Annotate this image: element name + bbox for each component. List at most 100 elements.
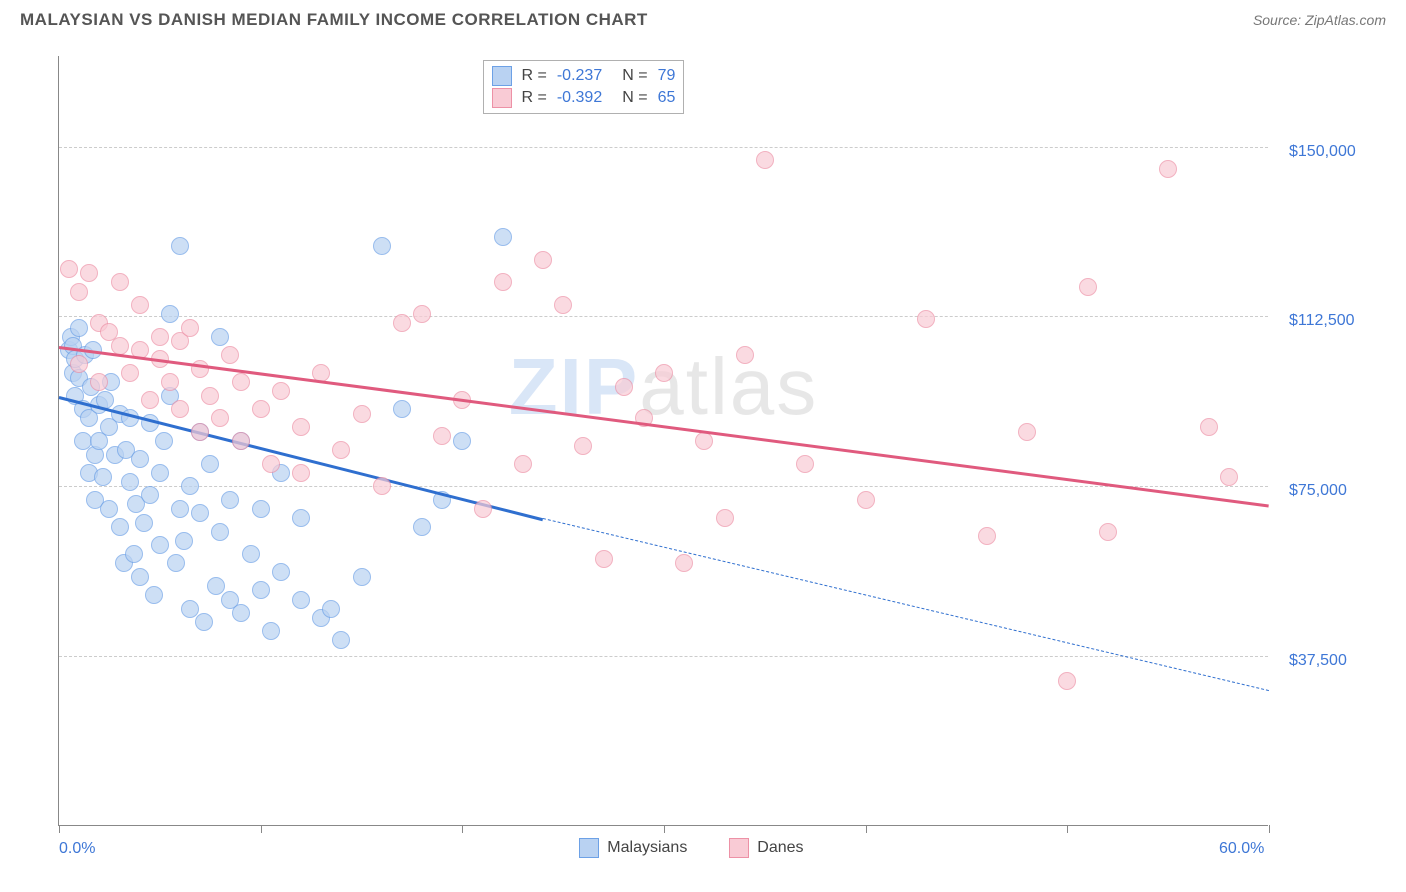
data-point — [125, 545, 143, 563]
data-point — [191, 360, 209, 378]
data-point — [322, 600, 340, 618]
r-label: R = — [522, 67, 547, 85]
data-point — [332, 631, 350, 649]
data-point — [1200, 418, 1218, 436]
data-point — [1220, 468, 1238, 486]
legend-swatch — [729, 838, 749, 858]
y-tick-label: $37,500 — [1289, 652, 1347, 670]
data-point — [161, 305, 179, 323]
data-point — [393, 314, 411, 332]
data-point — [655, 364, 673, 382]
data-point — [252, 400, 270, 418]
data-point — [695, 432, 713, 450]
y-tick-label: $75,000 — [1289, 482, 1347, 500]
data-point — [272, 382, 290, 400]
data-point — [433, 427, 451, 445]
data-point — [252, 581, 270, 599]
data-point — [595, 550, 613, 568]
x-tick — [1269, 825, 1270, 833]
data-point — [494, 228, 512, 246]
data-point — [151, 464, 169, 482]
data-point — [393, 400, 411, 418]
legend-swatch — [579, 838, 599, 858]
data-point — [1099, 523, 1117, 541]
data-point — [151, 536, 169, 554]
data-point — [736, 346, 754, 364]
data-point — [111, 518, 129, 536]
data-point — [94, 468, 112, 486]
gridline — [59, 147, 1268, 148]
data-point — [292, 464, 310, 482]
x-tick — [261, 825, 262, 833]
data-point — [151, 328, 169, 346]
chart-container: Median Family Income ZIPatlas $37,500$75… — [18, 48, 1388, 868]
data-point — [716, 509, 734, 527]
data-point — [292, 418, 310, 436]
data-point — [175, 532, 193, 550]
correlation-row: R =-0.237N =79 — [492, 65, 676, 87]
data-point — [155, 432, 173, 450]
data-point — [201, 387, 219, 405]
gridline — [59, 486, 1268, 487]
data-point — [181, 319, 199, 337]
data-point — [232, 373, 250, 391]
data-point — [978, 527, 996, 545]
data-point — [242, 545, 260, 563]
data-point — [121, 473, 139, 491]
data-point — [252, 500, 270, 518]
data-point — [221, 491, 239, 509]
correlation-row: R =-0.392N =65 — [492, 87, 676, 109]
data-point — [232, 604, 250, 622]
data-point — [171, 500, 189, 518]
data-point — [857, 491, 875, 509]
data-point — [211, 523, 229, 541]
data-point — [207, 577, 225, 595]
plot-area: ZIPatlas $37,500$75,000$112,500$150,0000… — [58, 56, 1268, 826]
data-point — [514, 455, 532, 473]
data-point — [167, 554, 185, 572]
data-point — [373, 237, 391, 255]
data-point — [191, 423, 209, 441]
gridline — [59, 316, 1268, 317]
data-point — [353, 405, 371, 423]
x-tick-label: 60.0% — [1219, 840, 1264, 858]
data-point — [100, 500, 118, 518]
data-point — [211, 328, 229, 346]
data-point — [796, 455, 814, 473]
data-point — [917, 310, 935, 328]
data-point — [80, 264, 98, 282]
data-point — [60, 260, 78, 278]
x-tick-label: 0.0% — [59, 840, 95, 858]
n-label: N = — [622, 67, 647, 85]
r-value: -0.237 — [557, 67, 602, 85]
data-point — [262, 622, 280, 640]
data-point — [353, 568, 371, 586]
series-name: Danes — [757, 839, 803, 857]
data-point — [1058, 672, 1076, 690]
data-point — [221, 346, 239, 364]
data-point — [675, 554, 693, 572]
data-point — [70, 319, 88, 337]
series-legend-item: Danes — [729, 838, 803, 858]
data-point — [574, 437, 592, 455]
x-tick — [462, 825, 463, 833]
data-point — [232, 432, 250, 450]
legend-swatch — [492, 88, 512, 108]
watermark: ZIPatlas — [509, 341, 818, 433]
data-point — [1159, 160, 1177, 178]
data-point — [413, 518, 431, 536]
series-name: Malaysians — [607, 839, 687, 857]
correlation-legend: R =-0.237N =79R =-0.392N =65 — [483, 60, 685, 114]
data-point — [171, 237, 189, 255]
data-point — [534, 251, 552, 269]
n-label: N = — [622, 89, 647, 107]
r-label: R = — [522, 89, 547, 107]
r-value: -0.392 — [557, 89, 602, 107]
legend-swatch — [492, 66, 512, 86]
data-point — [262, 455, 280, 473]
data-point — [70, 355, 88, 373]
gridline — [59, 656, 1268, 657]
data-point — [141, 391, 159, 409]
x-tick — [866, 825, 867, 833]
chart-title: MALAYSIAN VS DANISH MEDIAN FAMILY INCOME… — [20, 10, 648, 30]
